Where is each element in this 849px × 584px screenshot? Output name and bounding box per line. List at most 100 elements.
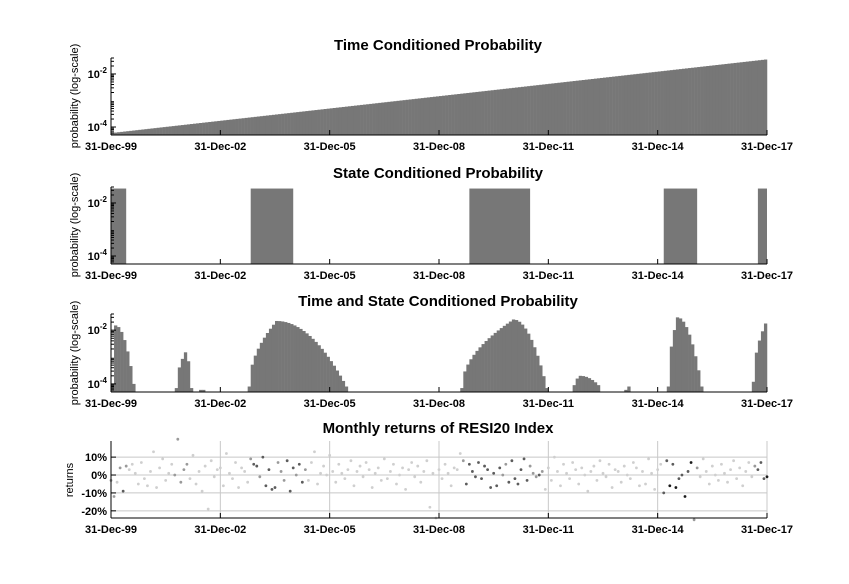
bar: [171, 126, 176, 135]
bar: [429, 97, 434, 135]
bar: [678, 69, 683, 135]
bar: [111, 132, 115, 135]
data-point: [294, 473, 298, 477]
bar: [332, 365, 336, 392]
bar: [666, 386, 671, 392]
bar: [527, 86, 531, 135]
data-point: [741, 484, 745, 488]
y-axis-label: returns: [64, 462, 76, 497]
bar: [505, 88, 510, 135]
data-point: [152, 450, 155, 454]
data-point: [683, 495, 687, 498]
bar: [678, 318, 683, 392]
bar: [666, 70, 671, 135]
data-point: [428, 505, 432, 509]
bar: [199, 389, 203, 392]
bar: [305, 111, 309, 135]
data-point: [531, 471, 535, 475]
bar: [132, 130, 136, 135]
bar: [672, 69, 677, 135]
bar: [560, 82, 564, 135]
bar: [159, 127, 163, 135]
bar: [700, 66, 704, 135]
bar: [757, 340, 762, 392]
data-point: [513, 477, 517, 480]
data-point: [209, 459, 213, 463]
bar: [174, 388, 179, 392]
data-point: [413, 475, 417, 479]
bar: [572, 385, 576, 392]
data-point: [565, 471, 568, 475]
bar: [675, 317, 680, 392]
data-point: [288, 489, 292, 493]
x-tick-label: 31-Dec-14: [632, 141, 685, 153]
bar: [250, 188, 294, 264]
bar: [709, 65, 713, 135]
x-tick-label: 31-Dec-11: [523, 524, 574, 536]
data-point: [458, 452, 462, 455]
data-point: [644, 482, 647, 486]
data-point: [498, 466, 502, 470]
bar: [517, 321, 522, 392]
bar: [593, 382, 598, 392]
x-tick-label: 31-Dec-99: [85, 141, 137, 153]
bar: [521, 86, 525, 135]
scatter-points: [109, 437, 769, 522]
bar: [484, 90, 488, 135]
data-point: [167, 471, 171, 475]
data-point: [713, 473, 717, 477]
bar: [542, 376, 546, 392]
bar: [168, 126, 172, 135]
bar: [763, 323, 768, 392]
data-point: [759, 461, 763, 464]
bar: [557, 82, 561, 135]
bar: [505, 323, 510, 392]
data-point: [179, 480, 183, 484]
data-point: [480, 477, 483, 480]
axes: 31-Dec-99 31-Dec-02 31-Dec-05 31-Dec-08 31-D…: [85, 186, 793, 282]
bar: [496, 89, 500, 135]
data-point: [382, 457, 386, 461]
bar: [691, 344, 695, 392]
bar: [262, 337, 267, 392]
bar: [199, 123, 203, 135]
data-point: [619, 480, 623, 484]
data-point: [401, 466, 404, 470]
data-point: [631, 461, 635, 464]
bar: [165, 126, 169, 135]
data-point: [628, 477, 632, 480]
bar: [244, 117, 248, 135]
bar: [183, 352, 188, 392]
data-point: [592, 464, 596, 468]
bar: [460, 93, 464, 135]
bar: [624, 389, 628, 392]
bar: [317, 109, 321, 135]
y-tick-label: 10-2: [88, 322, 108, 337]
bar: [235, 118, 239, 135]
bar: [624, 75, 628, 135]
bar: [311, 110, 315, 135]
y-tick-label: 10-4: [88, 119, 108, 134]
bar: [530, 339, 534, 392]
bar: [253, 355, 258, 392]
bar: [609, 76, 613, 135]
bar: [584, 376, 589, 392]
bar: [721, 64, 725, 135]
bar: [745, 61, 750, 136]
data-point: [264, 484, 268, 488]
bar: [596, 78, 601, 135]
bar: [329, 361, 333, 392]
data-point: [641, 470, 644, 473]
data-point: [732, 459, 735, 463]
bar: [487, 90, 491, 135]
data-point: [307, 479, 310, 482]
bar: [499, 89, 504, 135]
data-point: [540, 470, 544, 473]
bar: [502, 88, 507, 135]
data-point: [501, 473, 505, 477]
bar: [545, 388, 549, 392]
bar: [256, 348, 261, 392]
data-point: [407, 468, 411, 472]
bar: [296, 112, 300, 135]
